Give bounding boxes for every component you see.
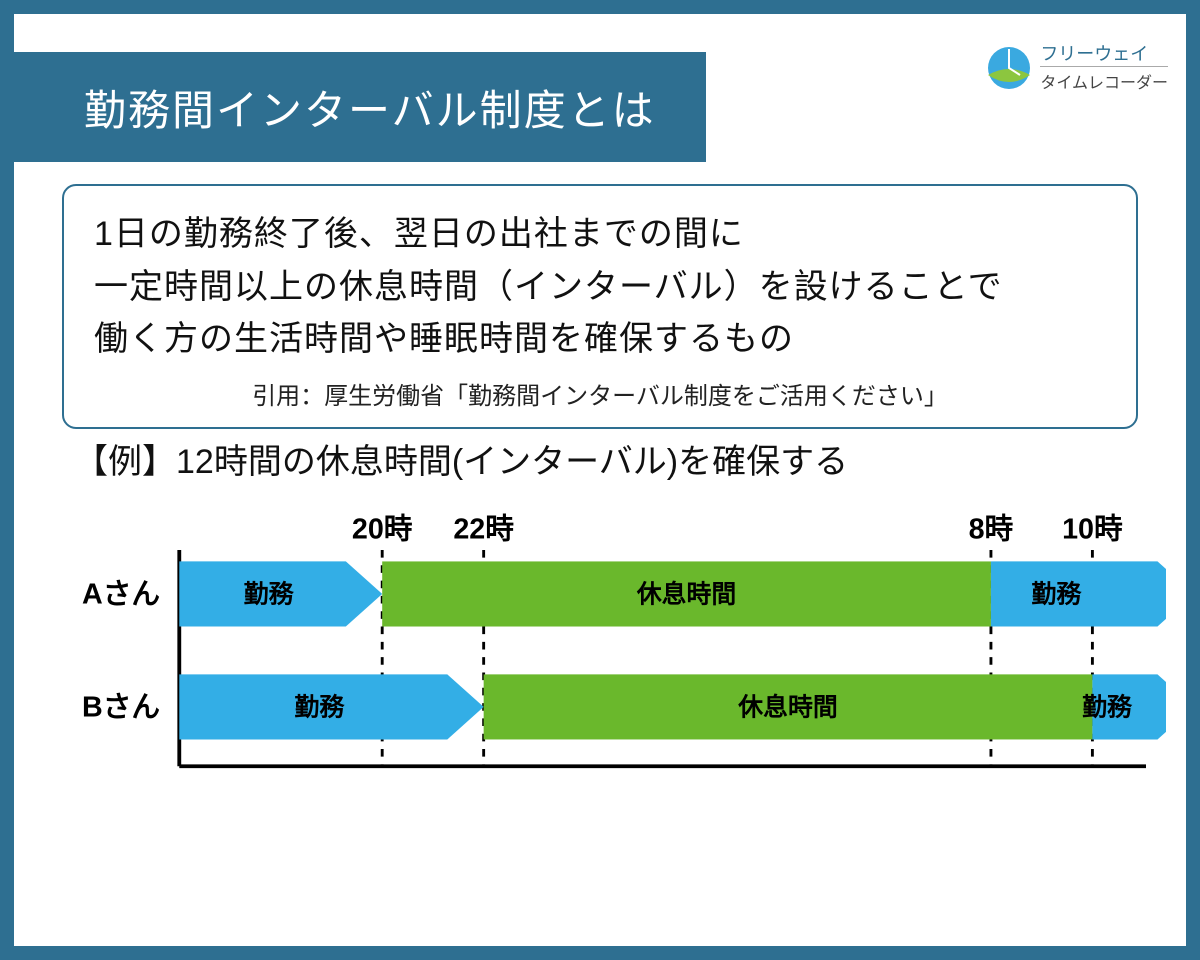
definition-line-3: 働く方の生活時間や睡眠時間を確保するもの <box>94 313 1106 366</box>
svg-text:Bさん: Bさん <box>82 691 160 723</box>
interval-timeline-chart: 20時22時8時10時Aさん勤務休息時間勤務Bさん勤務休息時間勤務 <box>54 504 1166 906</box>
logo-line2: タイムレコーダー <box>1040 66 1168 93</box>
svg-text:20時: 20時 <box>352 513 413 545</box>
svg-text:休息時間: 休息時間 <box>636 579 737 608</box>
svg-text:8時: 8時 <box>969 513 1014 545</box>
svg-text:勤務: 勤務 <box>294 693 345 721</box>
slide-title: 勤務間インターバル制度とは <box>14 52 706 162</box>
svg-text:勤務: 勤務 <box>244 580 295 608</box>
svg-text:Aさん: Aさん <box>82 578 160 610</box>
svg-text:10時: 10時 <box>1062 513 1123 545</box>
brand-logo: フリーウェイ タイムレコーダー <box>986 44 1168 93</box>
slide-frame: 勤務間インターバル制度とは フリーウェイ タイムレコーダー 1日の勤務終了後、翌… <box>0 0 1200 960</box>
example-heading: 【例】12時間の休息時間(インターバル)を確保する <box>74 434 848 483</box>
svg-text:22時: 22時 <box>453 513 514 545</box>
definition-box: 1日の勤務終了後、翌日の出社までの間に 一定時間以上の休息時間（インターバル）を… <box>62 184 1138 429</box>
globe-icon <box>986 45 1032 91</box>
svg-text:休息時間: 休息時間 <box>737 692 838 721</box>
definition-citation: 引用：厚生労働省「勤務間インターバル制度をご活用ください」 <box>94 376 1106 411</box>
svg-text:勤務: 勤務 <box>1031 580 1082 608</box>
logo-line1: フリーウェイ <box>1040 44 1168 66</box>
definition-line-2: 一定時間以上の休息時間（インターバル）を設けることで <box>94 261 1106 314</box>
svg-text:勤務: 勤務 <box>1082 693 1133 721</box>
definition-line-1: 1日の勤務終了後、翌日の出社までの間に <box>94 208 1106 261</box>
